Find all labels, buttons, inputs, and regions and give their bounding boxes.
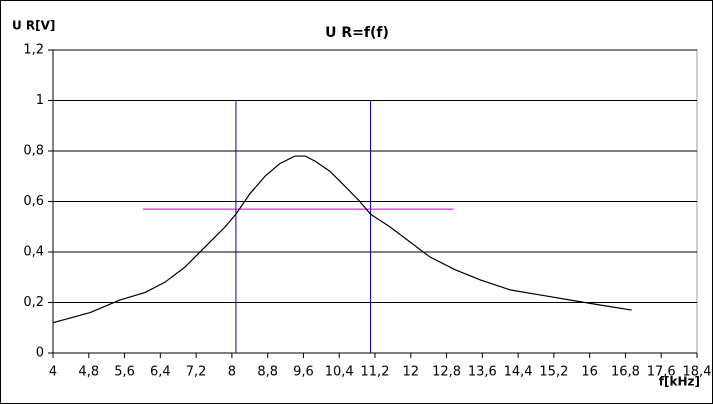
x-tick-label: 15,2 xyxy=(539,365,568,380)
data-line xyxy=(52,155,632,324)
x-tick-label: 4 xyxy=(49,365,57,380)
y-tick-label: 0 xyxy=(36,346,44,361)
x-tick-label: 4,8 xyxy=(78,365,99,380)
x-axis-label: f[kHz] xyxy=(659,375,700,389)
x-tick-label: 8 xyxy=(228,365,236,380)
y-tick-label: 0,6 xyxy=(23,194,44,209)
chart-title: U R=f(f) xyxy=(325,25,389,41)
x-tick-label: 18,4 xyxy=(683,365,712,380)
x-tick-label: 5,6 xyxy=(114,365,135,380)
x-tick-label: 16,8 xyxy=(611,365,640,380)
y-tick-label: 0,4 xyxy=(23,245,44,260)
x-tick-label: 13,6 xyxy=(468,365,497,380)
x-tick-label: 12,8 xyxy=(432,365,461,380)
y-tick-label: 1 xyxy=(36,93,44,108)
y-tick-label: 0,8 xyxy=(23,144,44,159)
x-tick-label: 17,6 xyxy=(647,365,676,380)
y-tick-label: 1,2 xyxy=(23,43,44,58)
x-tick-label: 16 xyxy=(581,365,598,380)
x-tick-label: 14,4 xyxy=(504,365,533,380)
x-tick-label: 10,4 xyxy=(325,365,354,380)
x-tick-label: 8,8 xyxy=(257,365,278,380)
x-tick-label: 7,2 xyxy=(186,365,207,380)
x-tick-label: 12 xyxy=(403,365,420,380)
x-tick-label: 11,2 xyxy=(361,365,390,380)
y-axis-label: U R[V] xyxy=(12,19,55,33)
x-tick-label: 9,6 xyxy=(293,365,314,380)
y-tick-label: 0,2 xyxy=(23,295,44,310)
x-tick-label: 6,4 xyxy=(150,365,171,380)
